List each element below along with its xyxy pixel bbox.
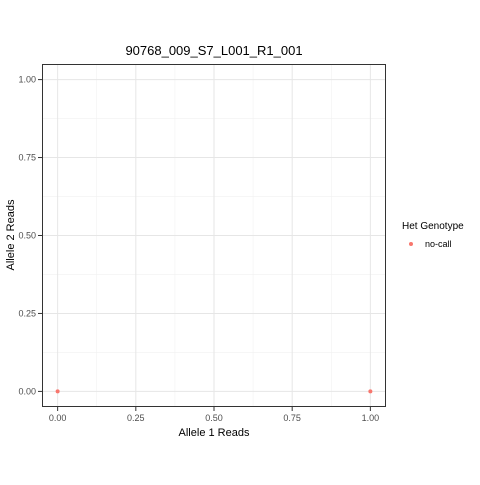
legend: Het Genotype no-call bbox=[402, 221, 464, 249]
x-axis: 0.00 0.25 0.50 0.75 1.00 bbox=[49, 407, 379, 423]
legend-title: Het Genotype bbox=[402, 221, 464, 232]
y-tick-label: 0.00 bbox=[18, 386, 36, 396]
x-tick-label: 0.00 bbox=[49, 413, 67, 423]
legend-key bbox=[409, 242, 413, 246]
y-tick-label: 0.50 bbox=[18, 231, 36, 241]
y-tick-label: 0.75 bbox=[18, 153, 36, 163]
legend-entries: no-call bbox=[409, 239, 452, 249]
chart-title: 90768_009_S7_L001_R1_001 bbox=[125, 43, 302, 58]
major-gridlines bbox=[42, 64, 386, 407]
x-tick-label: 0.75 bbox=[283, 413, 301, 423]
x-tick-label: 0.25 bbox=[127, 413, 145, 423]
y-tick-label: 0.25 bbox=[18, 308, 36, 318]
data-points bbox=[55, 389, 373, 394]
plot-panel bbox=[42, 64, 386, 407]
x-tick-label: 1.00 bbox=[362, 413, 380, 423]
data-point bbox=[55, 389, 60, 394]
y-axis-title: Allele 2 Reads bbox=[5, 199, 17, 270]
legend-label: no-call bbox=[425, 239, 452, 249]
y-tick-label: 1.00 bbox=[18, 75, 36, 85]
panel-border bbox=[42, 64, 386, 407]
y-axis: 0.00 0.25 0.50 0.75 1.00 bbox=[18, 75, 42, 396]
data-point bbox=[368, 389, 373, 394]
x-axis-title: Allele 1 Reads bbox=[179, 427, 250, 439]
x-tick-label: 0.50 bbox=[205, 413, 223, 423]
